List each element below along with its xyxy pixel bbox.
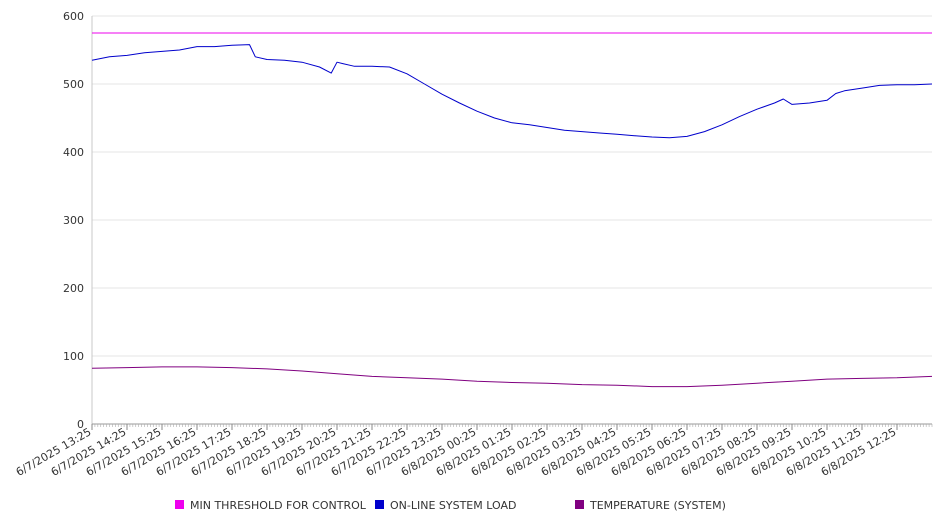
y-tick-label: 600 — [63, 10, 84, 23]
y-tick-label: 400 — [63, 146, 84, 159]
legend-label: TEMPERATURE (SYSTEM) — [589, 499, 726, 512]
legend-swatch — [375, 500, 384, 509]
legend-label: ON-LINE SYSTEM LOAD — [390, 499, 516, 512]
y-tick-label: 200 — [63, 282, 84, 295]
y-tick-label: 0 — [77, 418, 84, 431]
y-tick-label: 100 — [63, 350, 84, 363]
series-line — [91, 366, 933, 388]
series-line — [91, 44, 933, 139]
y-tick-label: 300 — [63, 214, 84, 227]
legend-label: MIN THRESHOLD FOR CONTROL — [190, 499, 367, 512]
legend-swatch — [575, 500, 584, 509]
legend-swatch — [175, 500, 184, 509]
y-tick-label: 500 — [63, 78, 84, 91]
